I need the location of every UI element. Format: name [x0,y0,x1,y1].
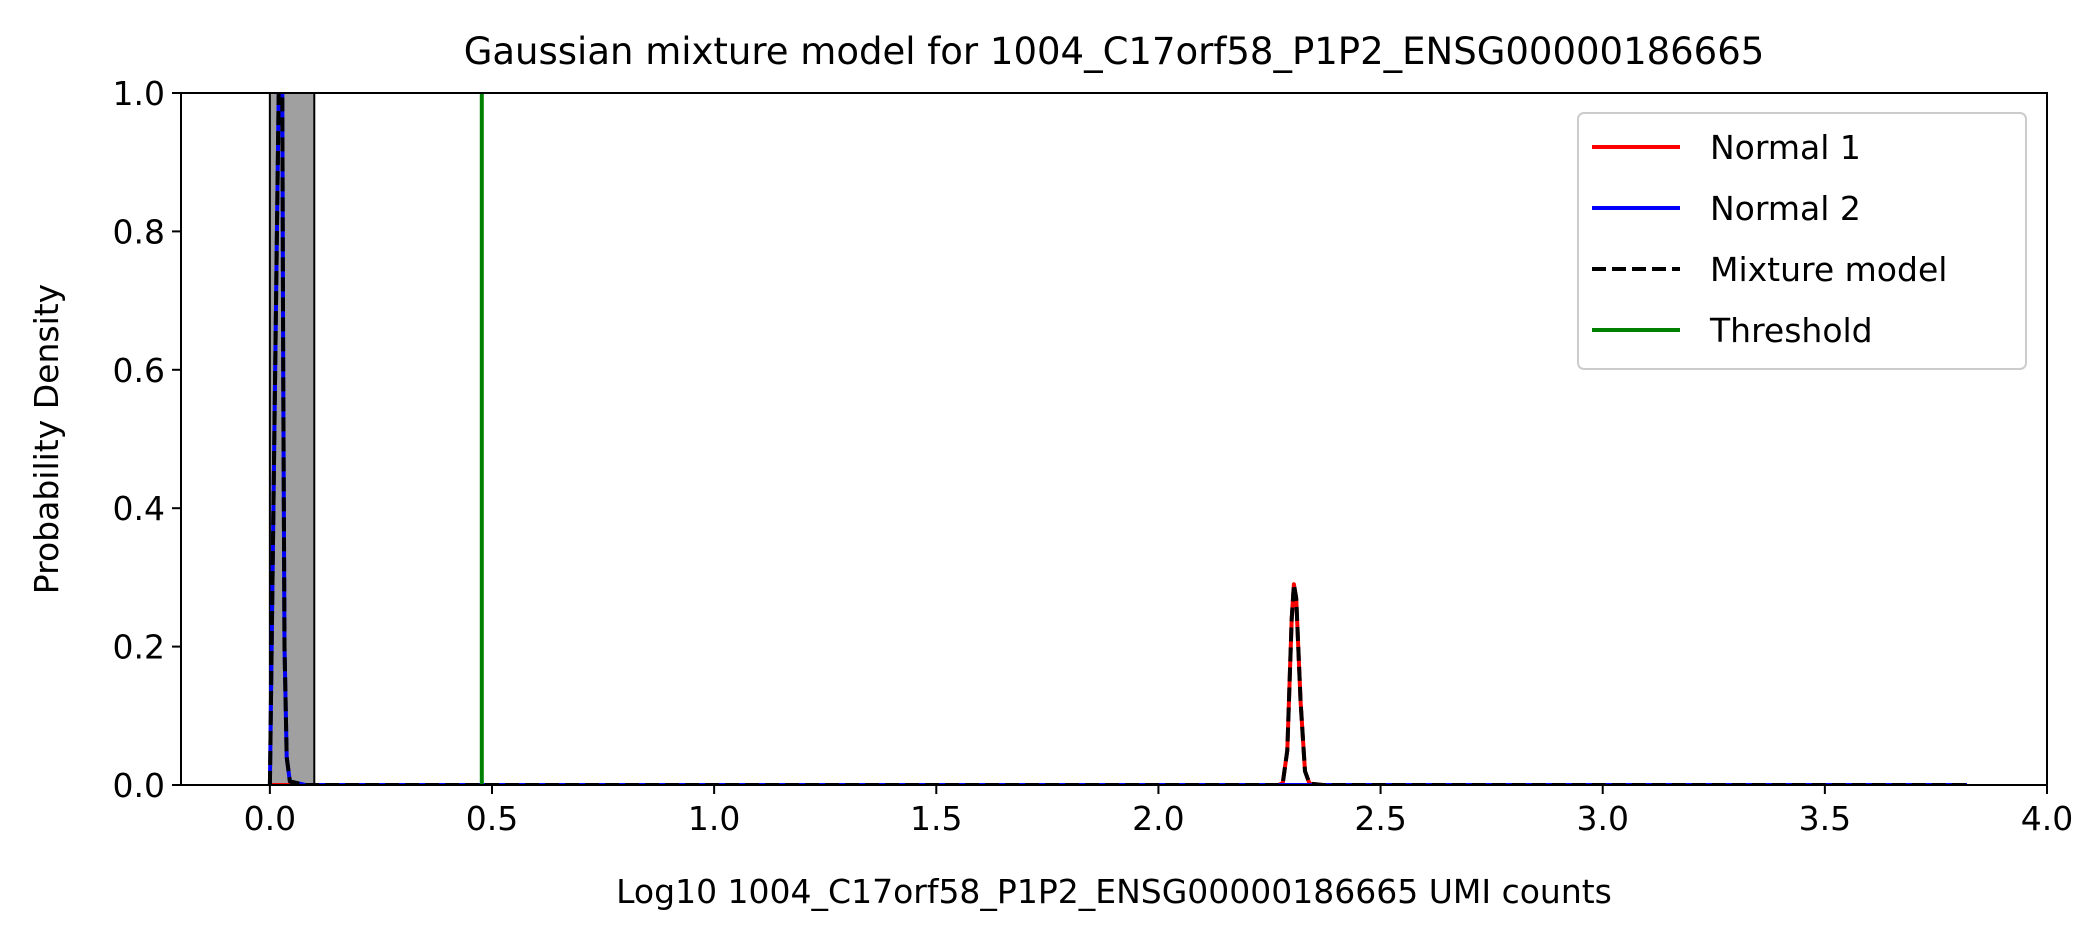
x-tick-label: 4.0 [2021,799,2073,838]
series-mixture-model-line [267,93,1967,785]
plot-frame [180,92,2048,786]
legend: Normal 1 Normal 2 Mixture model Threshold [1577,112,2027,370]
y-tick-label: 0.6 [113,351,165,390]
y-tick-label: 0.8 [113,212,165,251]
x-tick-label: 3.0 [1576,799,1628,838]
y-tick-label: 0.4 [113,489,165,528]
x-tick-label: 0.5 [466,799,518,838]
x-tick-label: 3.5 [1799,799,1851,838]
y-axis-label: Probability Density [27,284,66,594]
x-tick-label: 1.5 [910,799,962,838]
x-tick-label: 0.0 [244,799,296,838]
legend-box [1577,112,2027,370]
y-tick-label: 0.0 [113,766,165,805]
y-tick-label: 0.2 [113,628,165,667]
chart-title: Gaussian mixture model for 1004_C17orf58… [464,30,1765,73]
y-tick-label: 1.0 [113,74,165,113]
x-tick-label: 1.0 [688,799,740,838]
x-tick-label: 2.0 [1132,799,1184,838]
series-normal-1-line [269,582,1967,785]
legend-label-mixture-model: Mixture model [1710,250,1947,289]
legend-label-threshold: Threshold [1709,311,1873,350]
legend-label-normal-2: Normal 2 [1710,189,1861,228]
x-axis-label: Log10 1004_C17orf58_P1P2_ENSG00000186665… [616,872,1612,911]
legend-label-normal-1: Normal 1 [1710,128,1861,167]
x-tick-label: 2.5 [1354,799,1406,838]
